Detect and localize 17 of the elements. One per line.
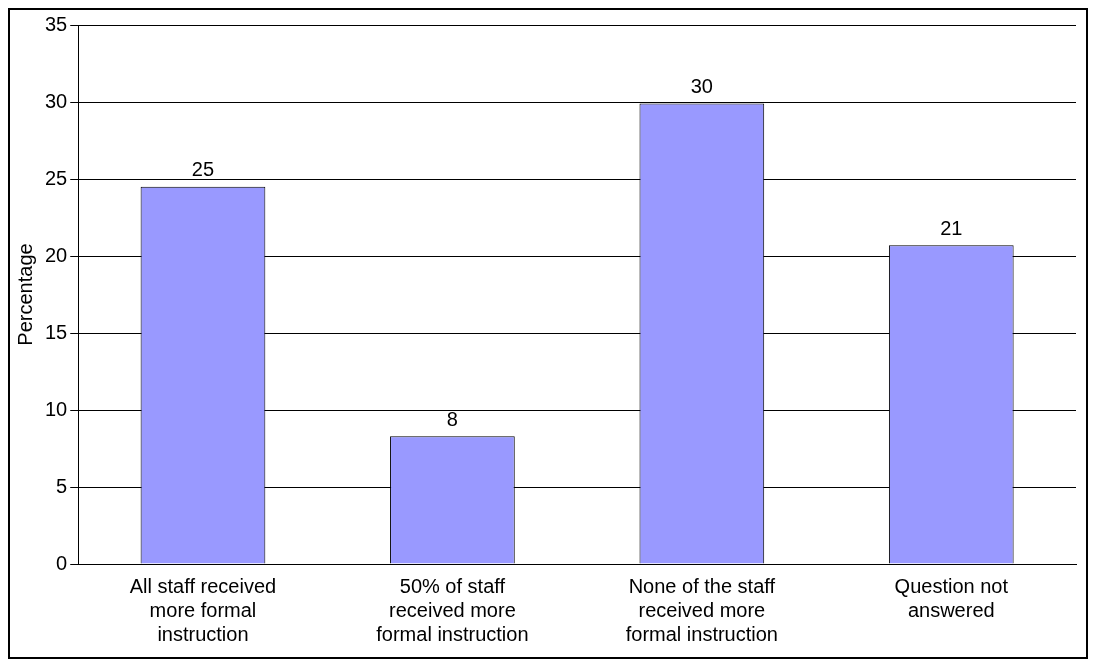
y-tick-label: 10 (45, 397, 68, 420)
x-tick-label: None of the staff received more formal instruction (625, 574, 778, 645)
y-tick-label: 5 (56, 474, 68, 497)
y-tick-label: 15 (45, 320, 68, 343)
y-axis-title: Percentage (13, 243, 36, 346)
y-tick-label: 35 (45, 12, 68, 35)
x-tick-label: 50% of staff received more formal instruction (376, 574, 529, 645)
data-label: 8 (446, 407, 458, 430)
y-tick-label: 20 (45, 243, 68, 266)
y-tick-label: 25 (45, 166, 68, 189)
data-label: 30 (690, 75, 713, 98)
data-label: 21 (940, 216, 963, 239)
y-tick-label: 0 (56, 551, 68, 574)
y-tick-label: 30 (45, 89, 68, 112)
data-label: 25 (191, 158, 215, 181)
x-tick-label: All staff received more formal instruction (129, 574, 277, 645)
x-tick-label: Question not answered (894, 574, 1009, 621)
